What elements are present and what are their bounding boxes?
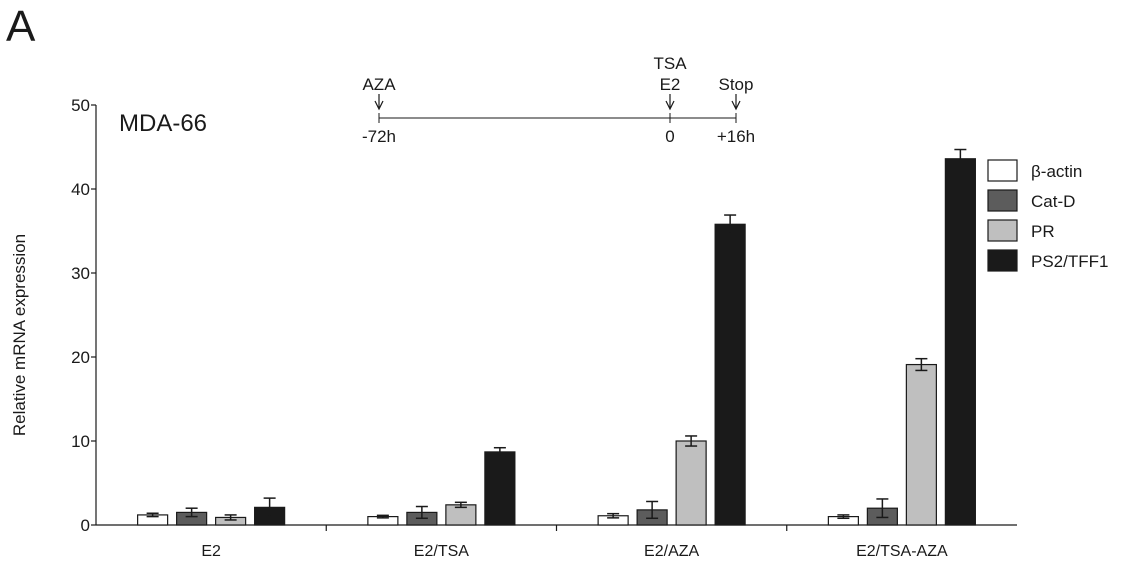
treatment-timeline: AZA -72h E2 TSA 0 Stop +16h	[362, 54, 755, 146]
timeline-event-top-label: TSA	[653, 54, 687, 73]
timeline-time-label: -72h	[362, 127, 396, 146]
arrow-head	[665, 100, 675, 111]
y-tick-label: 50	[71, 96, 90, 115]
legend-label: β-actin	[1031, 162, 1082, 181]
chart-axes: 0 10 20 30 40 50	[71, 96, 1017, 535]
y-tick-label: 10	[71, 432, 90, 451]
y-tick-label: 30	[71, 264, 90, 283]
bar	[905, 363, 937, 526]
timeline-event-label: E2	[660, 75, 681, 94]
arrow-head	[731, 100, 741, 111]
panel-letter: A	[6, 2, 36, 51]
bar	[714, 223, 746, 526]
category-label: E2/TSA-AZA	[856, 543, 948, 560]
legend-label: Cat-D	[1031, 192, 1075, 211]
legend-label: PR	[1031, 222, 1055, 241]
timeline-event-label: Stop	[719, 75, 754, 94]
arrow-head	[374, 100, 384, 111]
category-label: E2	[201, 543, 221, 560]
bar	[675, 440, 707, 526]
chart-bars	[137, 148, 976, 526]
bar	[944, 158, 976, 526]
legend-label: PS2/TFF1	[1031, 252, 1108, 271]
category-label: E2/AZA	[644, 543, 699, 560]
timeline-event-label: AZA	[362, 75, 396, 94]
y-tick-label: 40	[71, 180, 90, 199]
legend-swatch	[987, 249, 1018, 272]
chart-legend: β-actin Cat-D PR PS2/TFF1	[987, 159, 1108, 272]
legend-swatch	[987, 219, 1018, 242]
bar	[484, 451, 516, 526]
y-tick-label: 0	[81, 516, 90, 535]
y-tick-label: 20	[71, 348, 90, 367]
legend-swatch	[987, 159, 1018, 182]
timeline-time-label: 0	[665, 127, 674, 146]
timeline-time-label: +16h	[717, 127, 755, 146]
y-axis-title: Relative mRNA expression	[10, 234, 29, 436]
category-labels: E2 E2/TSA E2/AZA E2/TSA-AZA	[201, 543, 948, 560]
sample-label: MDA-66	[119, 110, 207, 137]
category-label: E2/TSA	[414, 543, 469, 560]
legend-swatch	[987, 189, 1018, 212]
